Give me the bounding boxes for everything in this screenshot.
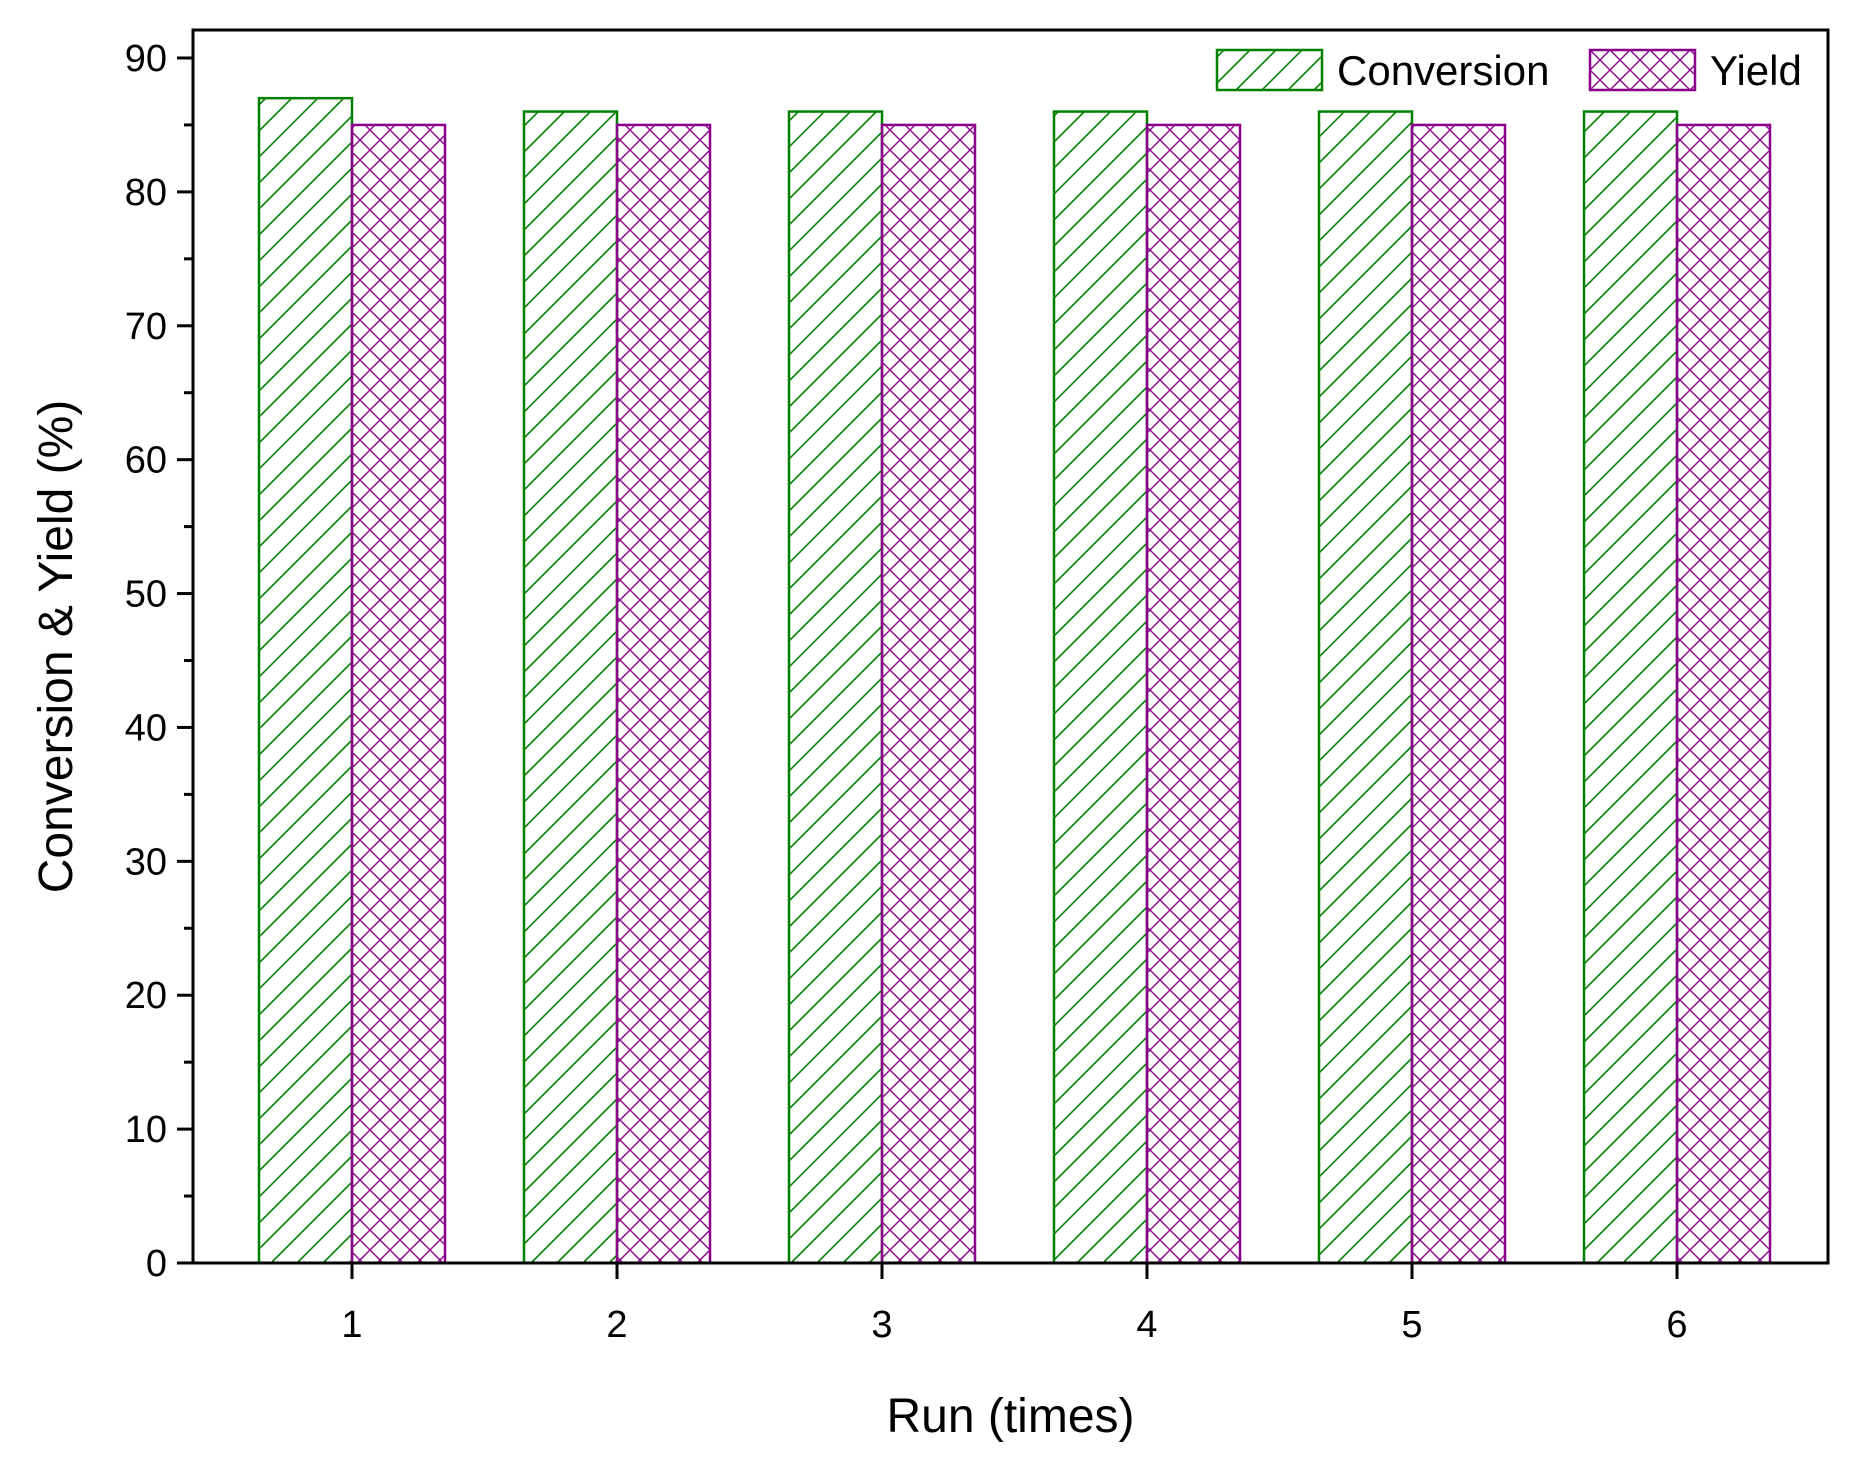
y-tick-label-90: 90 — [125, 38, 167, 80]
y-tick-label-80: 80 — [125, 172, 167, 214]
x-tick-label-1: 1 — [341, 1304, 362, 1346]
legend: Conversion Yield — [1215, 47, 1802, 94]
y-tick-label-0: 0 — [146, 1243, 167, 1285]
plot-frame — [191, 28, 1830, 1265]
bar-conversion-run-1 — [257, 96, 354, 1265]
bar-yield-run-2 — [615, 123, 712, 1265]
x-axis-title: Run (times) — [886, 1390, 1134, 1443]
bar-conversion-run-3 — [787, 110, 884, 1265]
legend-swatch-conversion — [1215, 48, 1324, 92]
y-tick-label-10: 10 — [125, 1109, 167, 1151]
legend-label-conversion: Conversion — [1337, 47, 1549, 94]
bar-yield-run-5 — [1410, 123, 1507, 1265]
bars-layer — [257, 96, 1772, 1265]
bar-yield-run-1 — [350, 123, 447, 1265]
x-tick-label-3: 3 — [871, 1304, 892, 1346]
x-tick-label-2: 2 — [606, 1304, 627, 1346]
bar-conversion-run-2 — [522, 110, 619, 1265]
legend-swatch-yield — [1588, 48, 1697, 92]
y-tick-label-60: 60 — [125, 440, 167, 482]
x-tick-label-4: 4 — [1136, 1304, 1157, 1346]
ticks-layer: 0 10 20 30 40 50 60 70 80 90 1 2 3 4 5 6 — [125, 38, 1688, 1346]
bar-yield-run-4 — [1145, 123, 1242, 1265]
y-tick-label-20: 20 — [125, 975, 167, 1017]
bar-yield-run-6 — [1675, 123, 1772, 1265]
x-tick-label-5: 5 — [1401, 1304, 1422, 1346]
y-tick-label-50: 50 — [125, 574, 167, 616]
bar-yield-run-3 — [880, 123, 977, 1265]
bar-conversion-run-5 — [1317, 110, 1414, 1265]
y-tick-label-40: 40 — [125, 707, 167, 749]
y-tick-label-70: 70 — [125, 306, 167, 348]
y-axis-title: Conversion & Yield (%) — [30, 400, 83, 894]
y-tick-label-30: 30 — [125, 841, 167, 883]
x-tick-label-6: 6 — [1666, 1304, 1687, 1346]
bar-conversion-run-6 — [1582, 110, 1679, 1265]
bar-conversion-run-4 — [1052, 110, 1149, 1265]
legend-label-yield: Yield — [1710, 47, 1802, 94]
